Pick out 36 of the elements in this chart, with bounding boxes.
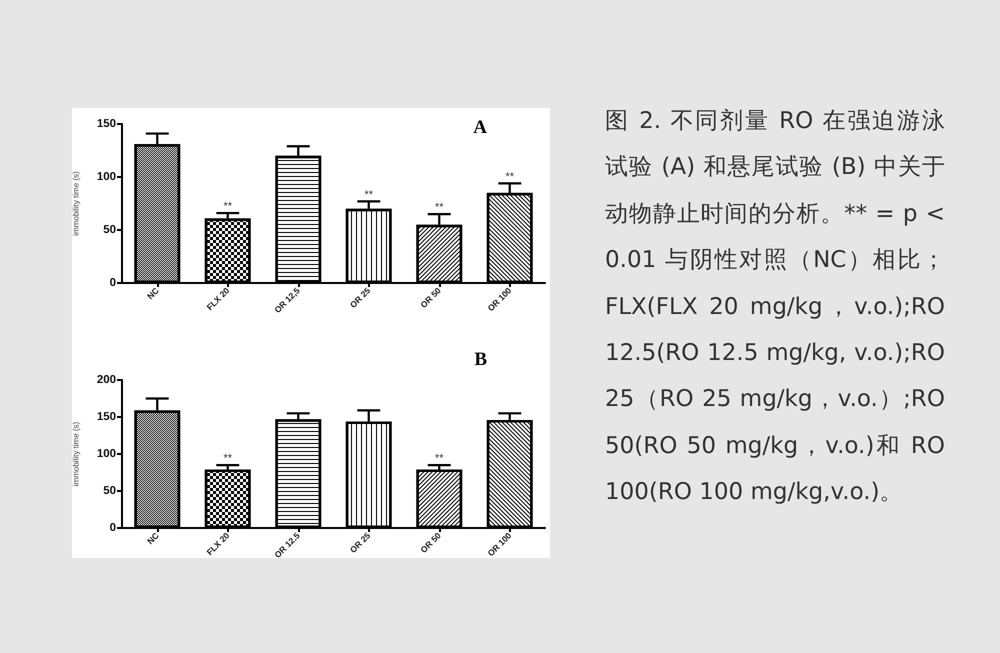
x-tick-label: NC (145, 530, 161, 546)
x-tick-label: OR 25 (348, 530, 372, 555)
annotation: ** (223, 200, 233, 213)
y-tick-label: 100 (96, 448, 116, 460)
annotation: ** (505, 170, 515, 183)
text: 25（RO 25 mg/kg，v.o.）;RO (605, 385, 945, 414)
y-tick-label: 150 (96, 118, 116, 130)
y-tick-label: 0 (110, 522, 116, 534)
annotation: ** (364, 188, 374, 201)
y-tick-label: 100 (96, 171, 116, 183)
text: 0.01 与阴性对照（NC）相比； (605, 246, 945, 276)
y-axis-title: immobility time (s) (72, 421, 80, 486)
caption: 图 2. 不同剂量 RO 在强迫游泳 (605, 107, 945, 136)
text: 12.5(RO 12.5 mg/kg, v.o.);RO (605, 339, 945, 368)
text: 动物静止时间的分析。** = p < (605, 200, 945, 229)
y-tick-label: 200 (96, 374, 116, 386)
text: FLX(FLX 20 mg/kg，v.o.);RO (605, 292, 945, 322)
y-axis-title: immobility time (s) (72, 170, 80, 236)
annotation: ** (434, 452, 444, 465)
x-tick-label: OR 25 (348, 285, 372, 310)
chart-title: A (473, 117, 488, 138)
text: 50(RO 50 mg/kg，v.o.)和 RO (605, 432, 945, 461)
y-tick-label: 0 (110, 277, 116, 289)
y-tick-label: 50 (103, 224, 116, 236)
x-tick-label: OR 50 (418, 285, 443, 310)
y-tick-label: 50 (103, 485, 116, 497)
chart-title: B (474, 349, 488, 370)
text: 100(RO 100 mg/kg,v.o.)。 (605, 478, 904, 508)
x-tick-label: OR 100 (486, 285, 514, 314)
x-tick-label: NC (145, 285, 161, 302)
text: 试验 (A) 和悬尾试验 (B) 中关于 (605, 153, 945, 182)
x-tick-label: OR 50 (418, 530, 443, 555)
x-tick-label: OR 100 (486, 530, 514, 558)
y-tick-label: 150 (96, 411, 116, 423)
annotation: ** (223, 452, 233, 465)
annotation: ** (434, 202, 444, 214)
